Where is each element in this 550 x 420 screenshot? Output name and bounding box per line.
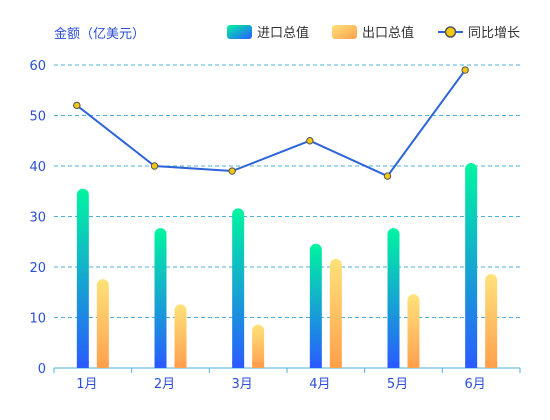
bar-import-base — [232, 362, 245, 368]
bar-import — [232, 208, 245, 368]
bar-import-base — [465, 362, 478, 368]
legend: 进口总值 出口总值 同比增长 — [227, 25, 520, 41]
bars — [76, 162, 498, 368]
y-tick-label: 40 — [29, 160, 46, 175]
y-tick-label: 60 — [29, 59, 46, 74]
bar-export-base — [252, 362, 265, 368]
growth-line — [73, 66, 469, 180]
legend-label-import: 进口总值 — [257, 25, 309, 41]
growth-point — [228, 167, 236, 175]
bar-export-base — [174, 362, 187, 368]
bar-export — [485, 274, 498, 368]
bar-export-base — [485, 362, 498, 368]
growth-point — [73, 101, 81, 110]
legend-label-export: 出口总值 — [362, 25, 414, 41]
y-tick-label: 10 — [29, 312, 46, 327]
legend-swatch-export — [332, 25, 357, 39]
bar-export-base — [329, 362, 342, 368]
growth-point — [306, 137, 314, 145]
growth-line-path — [76, 69, 466, 178]
legend-swatch-growth-marker — [444, 26, 457, 38]
bar-import-base — [309, 362, 322, 368]
x-tick-label: 1月 — [76, 377, 97, 392]
y-tick-label: 0 — [38, 362, 46, 377]
growth-point — [150, 162, 159, 170]
bar-export — [174, 304, 187, 368]
legend-label-growth: 同比增长 — [468, 26, 520, 41]
bar-export-base — [407, 362, 420, 368]
legend-item-growth[interactable]: 同比增长 — [438, 26, 520, 41]
x-tick-label: 3月 — [232, 377, 253, 392]
bar-import — [76, 188, 89, 368]
legend-item-export[interactable]: 出口总值 — [332, 25, 414, 41]
bar-export — [329, 258, 342, 368]
y-tick-label: 30 — [29, 211, 46, 226]
bar-import-base — [154, 362, 167, 368]
y-tick-label: 50 — [29, 110, 46, 125]
growth-point — [461, 66, 469, 74]
legend-item-import[interactable]: 进口总值 — [227, 25, 309, 41]
x-tick-label: 6月 — [465, 377, 486, 392]
bar-export-base — [96, 362, 109, 368]
x-tick-label: 2月 — [154, 377, 175, 392]
grid-lines — [54, 64, 520, 369]
y-axis-label: 金额（亿美元） — [54, 26, 145, 42]
x-tick-labels: 1月 2月 3月 4月 5月 6月 — [53, 368, 521, 392]
x-tick-label: 4月 — [309, 377, 330, 392]
bar-import — [309, 243, 322, 368]
bar-export — [407, 294, 420, 368]
y-tick-labels: 0 10 20 30 40 50 60 — [29, 59, 46, 377]
bar-import-base — [387, 362, 400, 368]
x-tick-label: 5月 — [387, 377, 408, 392]
bar-export — [252, 324, 265, 368]
bar-import — [465, 162, 478, 368]
bar-import-base — [76, 362, 89, 368]
bar-import — [154, 228, 167, 368]
legend-swatch-import — [227, 25, 252, 39]
bar-import — [387, 228, 400, 368]
y-tick-label: 20 — [29, 261, 46, 276]
growth-point — [383, 172, 392, 180]
bar-export — [96, 279, 109, 368]
